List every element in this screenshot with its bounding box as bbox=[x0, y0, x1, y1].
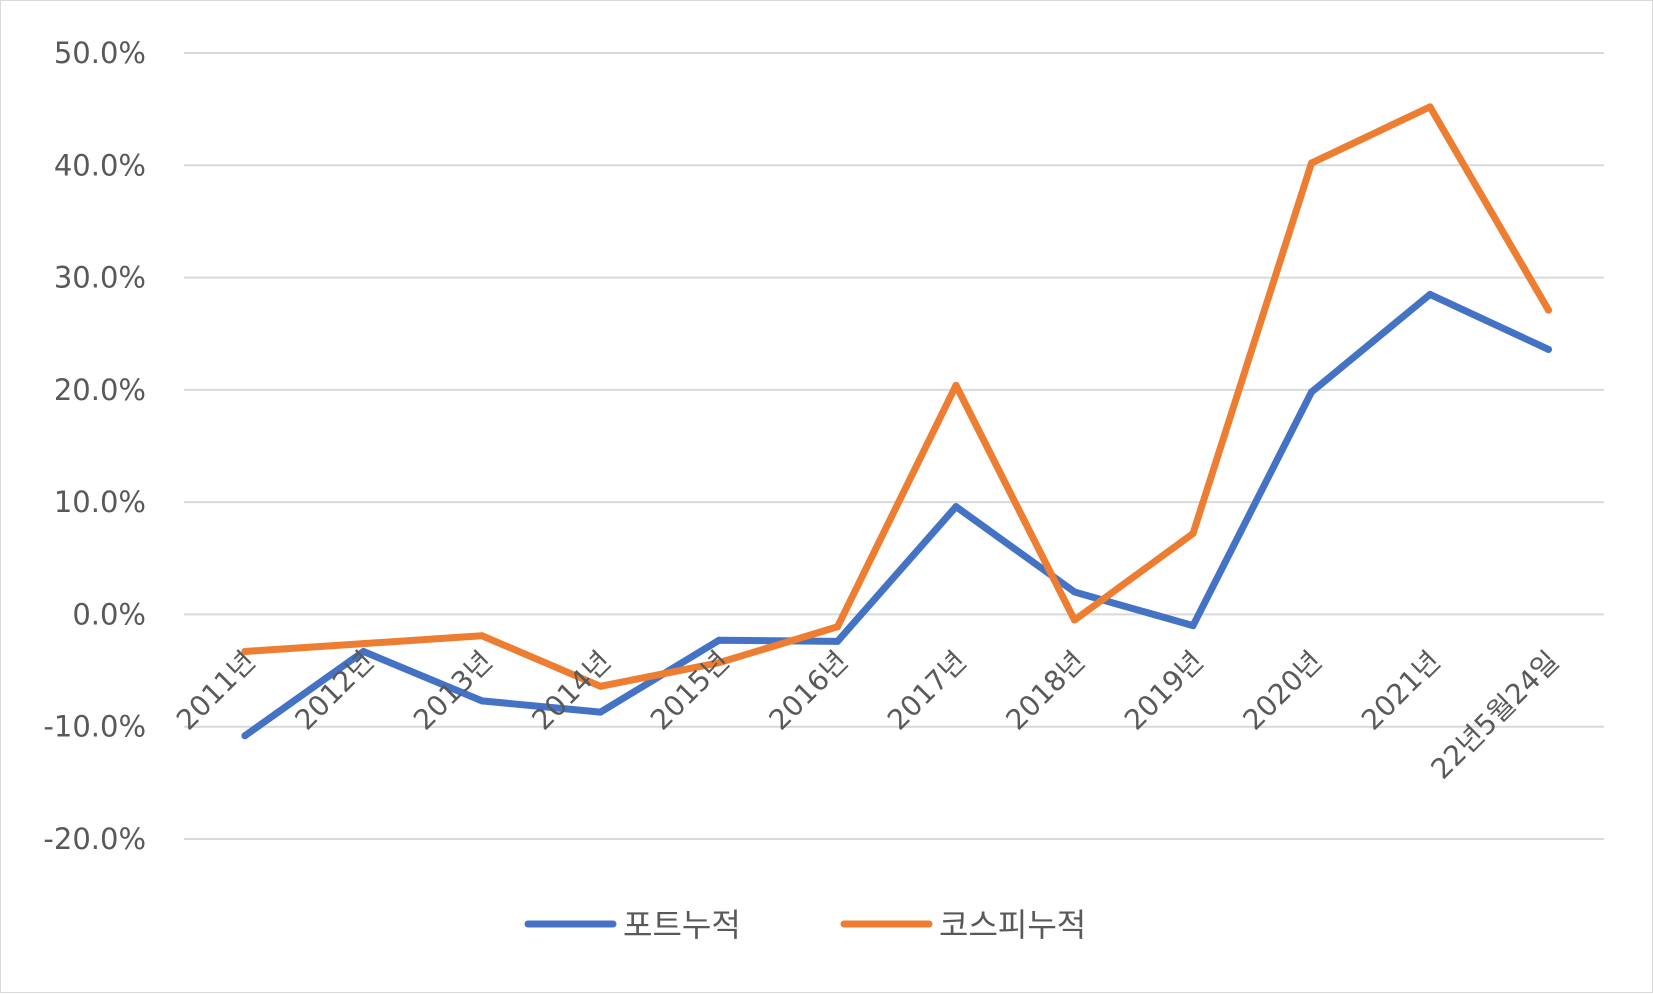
data-point bbox=[1426, 290, 1434, 298]
gridlines bbox=[184, 52, 1604, 840]
x-tick-label: 2017년 bbox=[881, 645, 973, 737]
y-tick-label: -20.0% bbox=[43, 822, 146, 856]
data-point bbox=[478, 697, 486, 705]
series-line-0 bbox=[241, 290, 1552, 740]
data-point bbox=[1189, 622, 1197, 630]
legend-label-0: 포트누적 bbox=[623, 906, 741, 944]
series-lines bbox=[241, 103, 1552, 740]
y-tick-label: 40.0% bbox=[54, 148, 146, 182]
data-point bbox=[1545, 306, 1552, 314]
data-point bbox=[1308, 388, 1315, 396]
data-point bbox=[1071, 588, 1078, 596]
y-tick-label: 30.0% bbox=[54, 261, 146, 295]
x-axis-ticks: 2011년 2012년 2013년 2014년 2015년 2016년 2017년 2018년… bbox=[170, 645, 1565, 786]
x-tick-label: 2020년 bbox=[1237, 645, 1329, 737]
data-point bbox=[1545, 345, 1552, 353]
data-point bbox=[1189, 530, 1197, 538]
data-point bbox=[241, 732, 249, 740]
y-tick-label: 20.0% bbox=[54, 373, 146, 407]
data-point bbox=[1308, 159, 1315, 167]
x-tick-label: 2016년 bbox=[763, 645, 855, 737]
data-point bbox=[360, 647, 367, 655]
data-point bbox=[715, 659, 723, 667]
data-point bbox=[1426, 103, 1434, 111]
x-tick-label: 2021년 bbox=[1355, 645, 1447, 737]
x-tick-label: 2013년 bbox=[407, 645, 499, 737]
y-tick-label: 10.0% bbox=[54, 485, 146, 519]
y-tick-label: 0.0% bbox=[72, 597, 146, 631]
data-point bbox=[360, 640, 367, 648]
x-tick-label: 2019년 bbox=[1118, 645, 1210, 737]
data-point bbox=[597, 682, 604, 690]
y-tick-label: -10.0% bbox=[43, 710, 146, 744]
data-point bbox=[834, 637, 841, 645]
data-point bbox=[715, 636, 723, 644]
data-point bbox=[1071, 616, 1078, 624]
x-tick-label: 2011년 bbox=[170, 645, 262, 737]
x-tick-label: 22년5월24일 bbox=[1424, 645, 1565, 786]
data-point bbox=[597, 708, 604, 716]
data-point bbox=[478, 632, 486, 640]
data-point bbox=[952, 381, 960, 389]
data-point bbox=[834, 623, 841, 631]
legend: 포트누적 코스피누적 bbox=[524, 906, 1086, 944]
x-tick-label: 2018년 bbox=[1000, 645, 1092, 737]
legend-label-1: 코스피누적 bbox=[939, 906, 1086, 944]
x-tick-label: 2012년 bbox=[289, 645, 381, 737]
y-tick-label: 50.0% bbox=[54, 36, 146, 70]
series-line-1 bbox=[241, 103, 1552, 690]
y-axis-ticks: -20.0% -10.0% 0.0% 10.0% 20.0% 30.0% 40.0% 50.0… bbox=[43, 36, 146, 856]
data-point bbox=[952, 503, 960, 511]
data-point bbox=[241, 647, 249, 655]
